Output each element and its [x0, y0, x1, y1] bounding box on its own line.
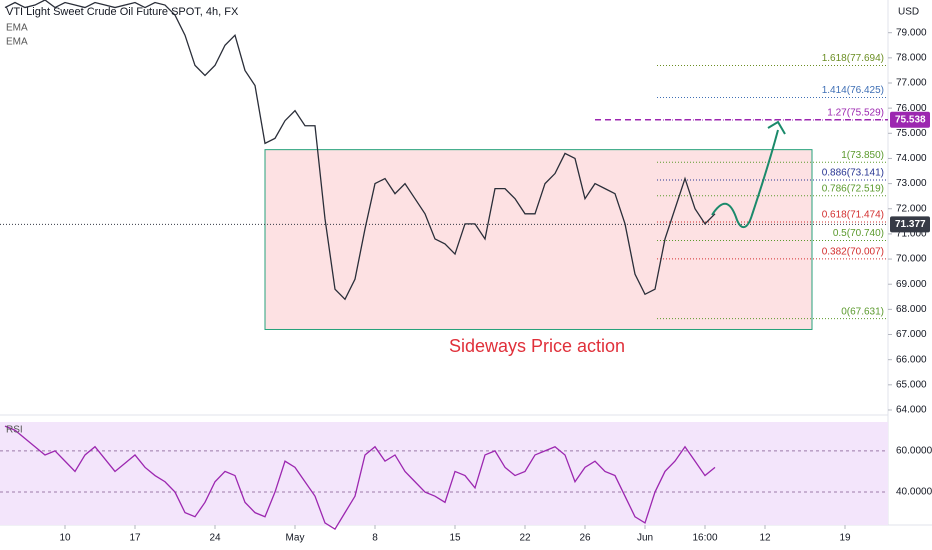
annotation: Sideways Price action [449, 336, 625, 356]
y-tick-label: 76.000 [896, 103, 927, 114]
series-line [4, 425, 716, 531]
price-tag [890, 111, 930, 128]
fib-label: 0.618(71.474) [822, 210, 884, 221]
x-tick-label: Jun [637, 533, 653, 544]
x-tick-label: 17 [129, 533, 141, 544]
series-line [4, 0, 716, 301]
y-tick-label: 66.000 [896, 354, 927, 365]
x-tick-label: 10 [59, 533, 71, 544]
indicator-label: EMA [6, 37, 28, 48]
fib-label: 0.886(73.141) [822, 168, 884, 179]
fib-label: 0.786(72.519) [822, 183, 884, 194]
y-tick-label: 79.000 [896, 27, 927, 38]
y-tick-label: 71.000 [896, 229, 927, 240]
fib-label: 1.414(76.425) [822, 85, 884, 96]
x-tick-label: 26 [579, 533, 591, 544]
indicator-label: EMA [6, 23, 28, 34]
fib-label: 1(73.850) [841, 150, 884, 161]
y-tick-label: 68.000 [896, 304, 927, 315]
price-tag [890, 216, 930, 233]
y-tick-label: 40.0000 [896, 487, 932, 498]
y-tick-label: 65.000 [896, 379, 927, 390]
fib-label: 0.382(70.007) [822, 247, 884, 258]
y-tick-label: 73.000 [896, 178, 927, 189]
y-tick-label: 72.000 [896, 203, 927, 214]
y-tick-label: 64.000 [896, 405, 927, 416]
x-tick-label: 16:00 [692, 533, 717, 544]
x-tick-label: May [286, 533, 305, 544]
y-tick-label: 78.000 [896, 52, 927, 63]
x-tick-label: 22 [519, 533, 531, 544]
fib-label: 1.618(77.694) [822, 53, 884, 64]
y-tick-label: 69.000 [896, 279, 927, 290]
price-tag-label: 75.538 [895, 114, 926, 125]
x-tick-label: 19 [839, 533, 851, 544]
projection-path [711, 129, 779, 229]
rsi-band [0, 422, 888, 525]
rsi-title: RSI [6, 425, 23, 436]
y-tick-label: 60.0000 [896, 445, 932, 456]
x-tick-label: 8 [372, 533, 378, 544]
fib-label: 0.5(70.740) [833, 228, 884, 239]
fib-label: 1.27(75.529) [827, 108, 884, 119]
y-tick-label: 70.000 [896, 254, 927, 265]
price-tag-label: 71.377 [895, 219, 926, 230]
x-tick-label: 12 [759, 533, 771, 544]
y-tick-label: 77.000 [896, 78, 927, 89]
y-tick-label: 67.000 [896, 329, 927, 340]
projection-arrow [767, 120, 786, 135]
chart-title: VTI Light Sweet Crude Oil Future SPOT, 4… [6, 6, 239, 18]
x-tick-label: 15 [449, 533, 461, 544]
fib-label: 0(67.631) [841, 306, 884, 317]
range-box [264, 149, 813, 330]
y-tick-label: 74.000 [896, 153, 927, 164]
axis-unit: USD [898, 7, 919, 18]
y-tick-label: 75.000 [896, 128, 927, 139]
x-tick-label: 24 [209, 533, 221, 544]
